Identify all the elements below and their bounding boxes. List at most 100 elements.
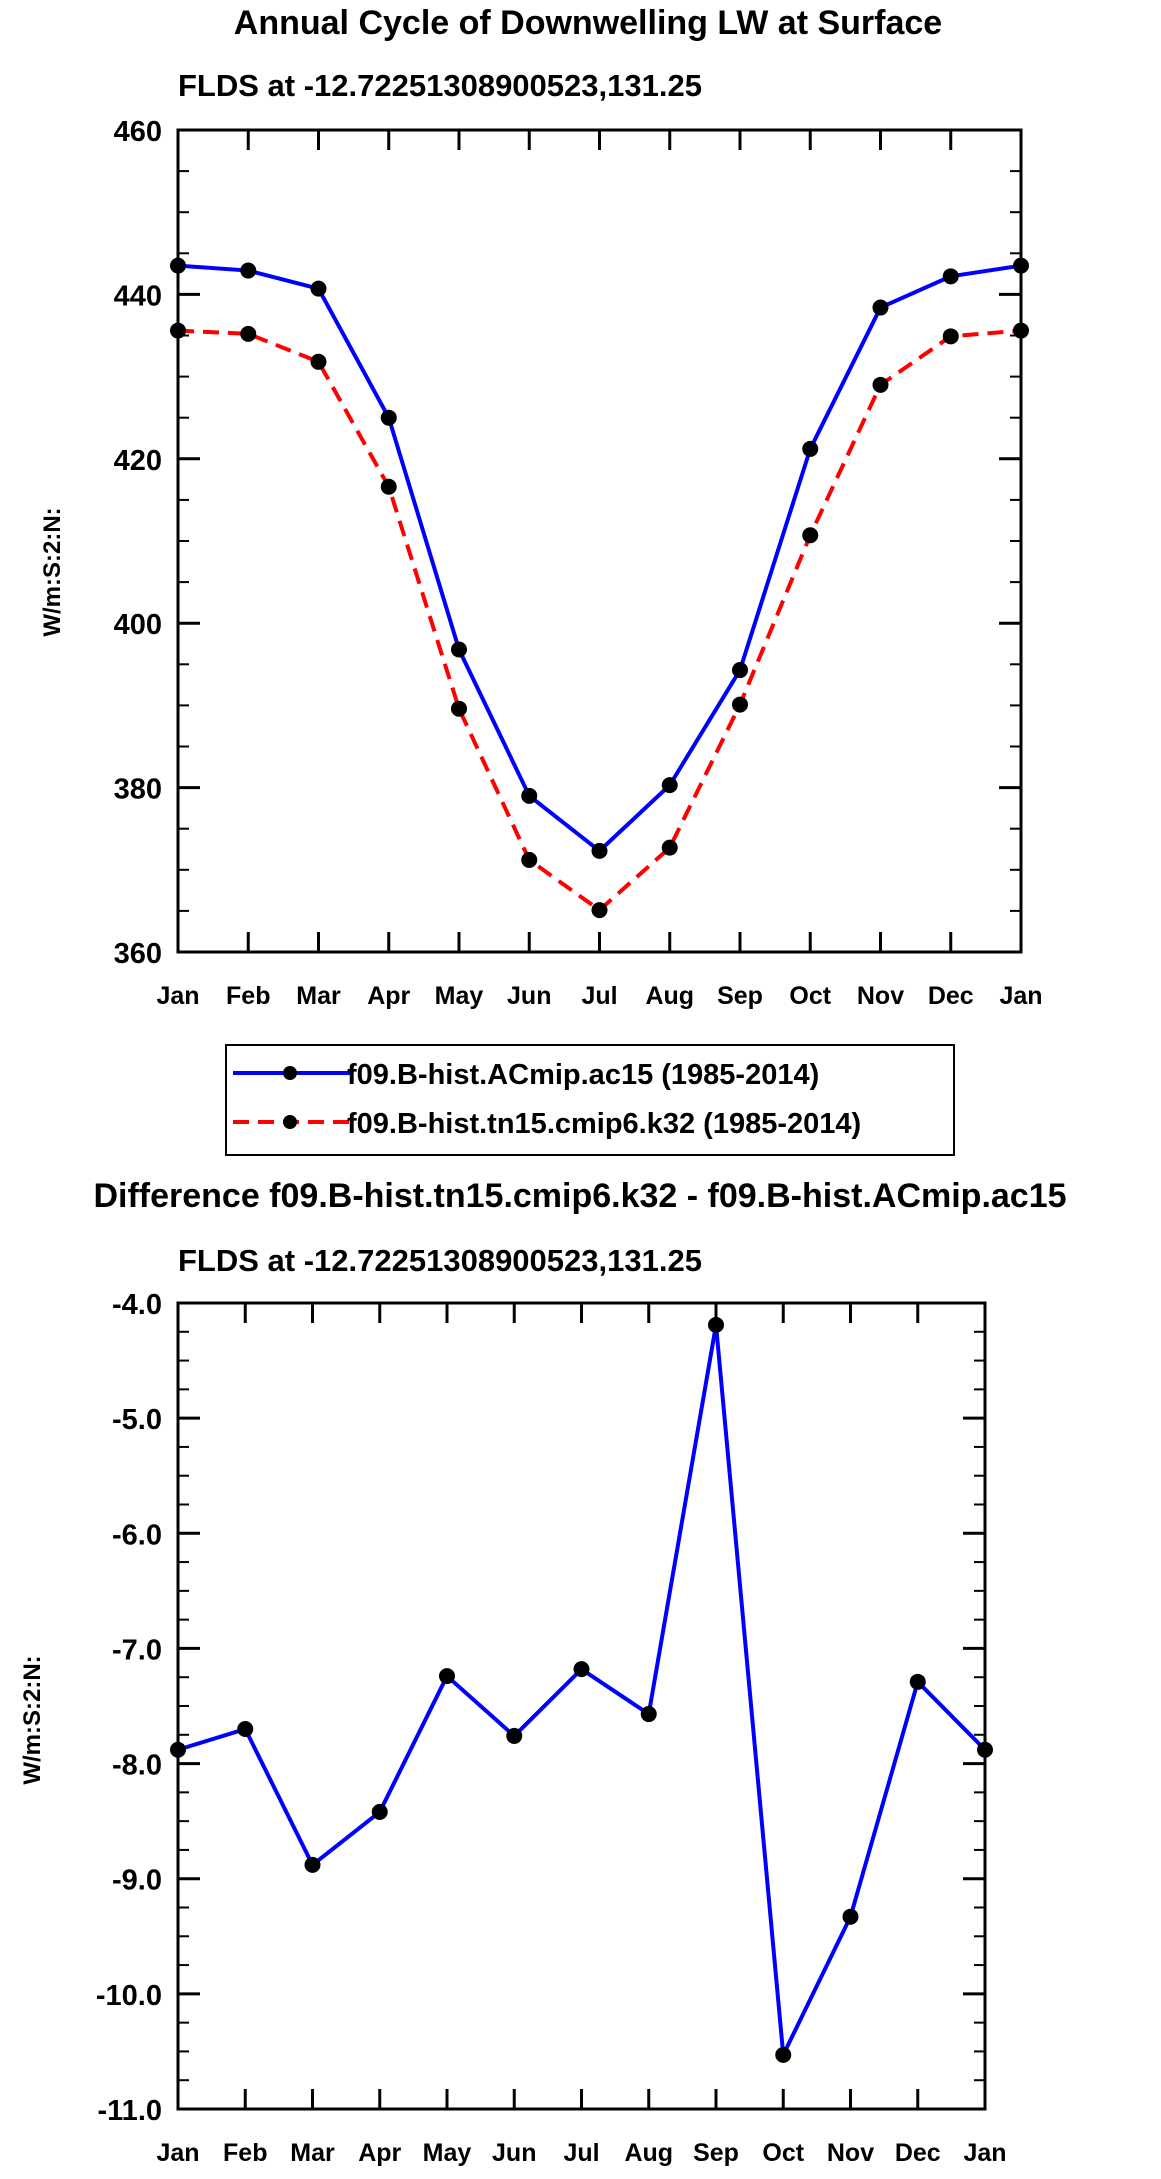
x-tick-label: Mar [296, 982, 341, 1010]
y-tick-label: 460 [114, 116, 162, 148]
x-tick-label: Jan [156, 2139, 199, 2167]
chart-title: Difference f09.B-hist.tn15.cmip6.k32 - f… [93, 1177, 1066, 1215]
x-tick-label: Feb [223, 2139, 267, 2167]
chart-subtitle: FLDS at -12.72251308900523,131.25 [178, 1243, 702, 1278]
x-tick-label: Nov [857, 982, 904, 1010]
data-point [942, 328, 959, 345]
data-point [380, 478, 397, 495]
y-tick-label: -5.0 [112, 1404, 162, 1436]
y-tick-label: -7.0 [112, 1634, 162, 1666]
y-tick-label: 420 [114, 445, 162, 477]
chart-subtitle: FLDS at -12.72251308900523,131.25 [178, 68, 702, 103]
axis-ticks [176, 128, 1023, 954]
data-point [640, 1706, 657, 1723]
x-tick-labels: Jan Feb Mar Apr May Jun Jul Aug Sep Oct Nov Dec Jan [156, 2139, 1006, 2167]
data-point [872, 376, 889, 393]
x-tick-label: Aug [624, 2139, 673, 2167]
data-point [451, 641, 467, 658]
y-tick-label: 380 [114, 774, 162, 806]
legend-label-tn15: f09.B-hist.tn15.cmip6.k32 (1985-2014) [347, 1108, 861, 1140]
y-axis-label: W/m:S:2:N: [19, 1655, 46, 1784]
x-tick-label: Jan [963, 2139, 1006, 2167]
legend: f09.B-hist.ACmip.ac15 (1985-2014) f09.B-… [225, 1044, 955, 1156]
data-point [942, 268, 959, 285]
legend-marker-acmip [283, 1066, 297, 1080]
x-tick-label: Dec [928, 982, 974, 1010]
data-point [842, 1908, 859, 1925]
data-point [380, 409, 397, 426]
y-tick-labels: 360 380 400 420 440 460 [114, 116, 162, 970]
x-tick-label: Oct [762, 2139, 804, 2167]
legend-box [225, 1044, 955, 1156]
x-tick-label: May [423, 2139, 472, 2167]
x-tick-label: Aug [645, 982, 694, 1010]
data-point [240, 262, 257, 279]
y-tick-label: 440 [114, 280, 162, 312]
data-point [802, 440, 819, 457]
data-point [371, 1803, 388, 1820]
chart-title: Annual Cycle of Downwelling LW at Surfac… [234, 4, 942, 42]
plot-frame [176, 1301, 987, 2111]
x-tick-label: Dec [895, 2139, 941, 2167]
series-line-1 [177, 328, 1022, 913]
x-tick-labels: Jan Feb Mar Apr May Jun Jul Aug Sep Oct Nov Dec Jan [156, 982, 1042, 1010]
data-point [237, 1721, 254, 1738]
x-tick-label: Feb [226, 982, 270, 1010]
data-point [802, 527, 819, 544]
y-tick-label: 360 [114, 938, 162, 970]
x-tick-label: Jul [563, 2139, 599, 2167]
y-tick-label: -8.0 [112, 1750, 162, 1782]
data-point [521, 787, 538, 804]
data-point [170, 322, 186, 339]
data-point [732, 696, 748, 713]
series-group [170, 1316, 993, 2063]
y-tick-label: -4.0 [112, 1289, 162, 1321]
y-axis-label: W/m:S:2:N: [39, 507, 66, 636]
y-tick-label: -11.0 [98, 2095, 163, 2127]
data-point [170, 257, 186, 274]
x-tick-label: Jan [999, 982, 1042, 1010]
x-tick-label: Mar [290, 2139, 335, 2167]
data-point [775, 2046, 792, 2063]
x-tick-label: Jan [156, 982, 199, 1010]
y-tick-label: 400 [114, 609, 162, 641]
legend-label-acmip: f09.B-hist.ACmip.ac15 (1985-2014) [347, 1059, 819, 1091]
x-tick-label: Jun [507, 982, 551, 1010]
axis-ticks [176, 1301, 987, 2111]
data-point [451, 700, 467, 717]
x-tick-label: Apr [358, 2139, 401, 2167]
y-tick-label: -6.0 [112, 1519, 162, 1551]
data-point [708, 1316, 724, 1333]
y-tick-label: -10.0 [96, 1980, 162, 2012]
data-point [310, 280, 327, 297]
data-point [439, 1668, 455, 1685]
data-point [591, 842, 608, 859]
data-point [977, 1741, 993, 1758]
plot-frame [176, 128, 1023, 954]
x-tick-label: Sep [717, 982, 763, 1010]
data-point [240, 325, 257, 342]
x-tick-label: Nov [827, 2139, 874, 2167]
series-group [170, 257, 1029, 919]
x-tick-label: Jul [581, 982, 617, 1010]
data-point [1013, 322, 1029, 339]
data-point [872, 299, 889, 316]
data-point [506, 1727, 523, 1744]
legend-marker-tn15 [283, 1115, 297, 1129]
annual-cycle-chart: Annual Cycle of Downwelling LW at Surfac… [39, 4, 1043, 1010]
x-tick-label: May [435, 982, 484, 1010]
series-line-0 [177, 263, 1022, 853]
data-point [573, 1661, 590, 1678]
y-tick-labels: -11.0 -10.0 -9.0 -8.0 -7.0 -6.0 -5.0 -4.0 [96, 1289, 162, 2127]
data-point [1013, 257, 1029, 274]
data-point [591, 902, 608, 919]
data-point [909, 1673, 926, 1690]
data-point [732, 662, 748, 679]
data-point [521, 851, 538, 868]
x-tick-label: Oct [789, 982, 831, 1010]
data-point [310, 353, 327, 370]
data-point [661, 777, 678, 794]
data-point [170, 1741, 186, 1758]
x-tick-label: Jun [492, 2139, 536, 2167]
